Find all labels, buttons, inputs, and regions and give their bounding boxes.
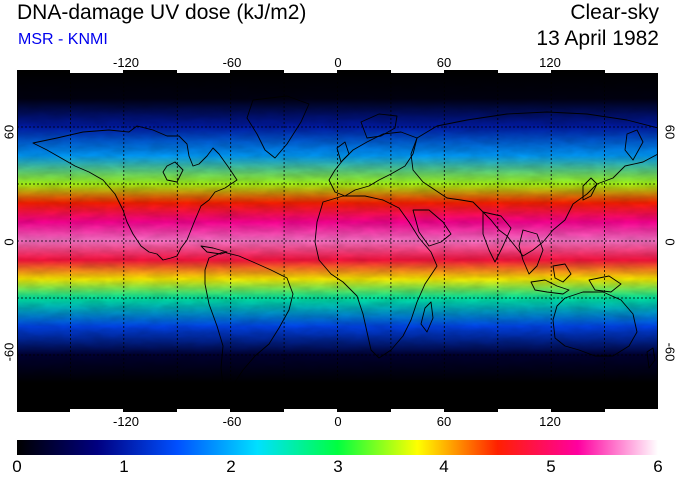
lon-tick-bottom: 0 (334, 414, 342, 429)
frame-tick-bottom (70, 409, 123, 412)
colorbar (17, 440, 658, 455)
coastline-australia (552, 291, 638, 357)
coastline-indonesia (530, 279, 570, 295)
coastline-india (482, 211, 512, 263)
frame-tick-bottom (605, 409, 658, 412)
colorbar-tick-label: 6 (653, 457, 663, 476)
lat-tick-left: -60 (1, 342, 17, 362)
colorbar-tick-label: 2 (226, 457, 236, 476)
chart-title: DNA-damage UV dose (kJ/m2) (17, 1, 307, 24)
frame-ticks (70, 70, 658, 412)
lon-tick-top: 0 (334, 55, 342, 70)
coastline-north-america (32, 125, 238, 261)
lat-tick-left: 60 (1, 124, 17, 140)
frame-tick-bottom (391, 409, 444, 412)
lat-tick-right: -60 (662, 342, 678, 362)
frame-tick-bottom (284, 409, 337, 412)
coastline-new-zealand (646, 347, 656, 369)
colorbar-tick-label: 3 (333, 457, 343, 476)
coastline-kamchatka (624, 129, 644, 161)
graticule (17, 70, 658, 412)
colorbar-fill (17, 440, 658, 455)
lon-tick-top: 60 (436, 55, 452, 70)
source-label: MSR - KNMI (18, 31, 108, 48)
colorbar-tick-label: 5 (546, 457, 556, 476)
frame-tick-top (177, 70, 230, 73)
lon-tick-bottom: -120 (112, 414, 140, 429)
coastline-new-guinea (588, 275, 622, 293)
lon-tick-bottom: -60 (222, 414, 242, 429)
coastline-south-america (204, 251, 294, 397)
coastline-greenland (246, 95, 310, 159)
frame-tick-top (284, 70, 337, 73)
map-border (17, 70, 658, 412)
frame-tick-top (391, 70, 444, 73)
frame-tick-bottom (498, 409, 551, 412)
frame-tick-top (498, 70, 551, 73)
coastline-cuba (200, 245, 228, 255)
lon-tick-top: -120 (112, 55, 140, 70)
lat-tick-left: 0 (1, 238, 17, 246)
frame-tick-top (605, 70, 658, 73)
lat-tick-right: 0 (662, 238, 678, 246)
colorbar-tick-label: 1 (119, 457, 129, 476)
coastline-scandinavia (360, 113, 398, 139)
coastline-british-isles (336, 141, 350, 163)
coastline-arabia (412, 209, 452, 247)
lon-tick-top: -60 (222, 55, 242, 70)
colorbar-tick-label: 4 (439, 457, 449, 476)
colorbar-tick-label: 0 (12, 457, 22, 476)
coastline-borneo (552, 263, 572, 283)
coastline-africa (314, 195, 438, 359)
frame-tick-bottom (177, 409, 230, 412)
uv-dose-map (17, 70, 658, 412)
coastline-asia (410, 111, 658, 257)
frame-tick-top (70, 70, 123, 73)
coastline-europe (328, 131, 418, 197)
coastline-indochina (518, 229, 544, 275)
coastline-japan (582, 177, 598, 201)
lon-tick-bottom: 120 (539, 414, 561, 429)
lat-tick-right: 60 (662, 124, 678, 140)
coastlines (32, 95, 658, 397)
date-label: 13 April 1982 (536, 27, 659, 50)
lon-tick-top: 120 (539, 55, 561, 70)
coastline-madagascar (420, 301, 434, 333)
lon-tick-bottom: 60 (436, 414, 452, 429)
sky-condition-label: Clear-sky (570, 1, 659, 24)
map-frame (17, 70, 658, 412)
